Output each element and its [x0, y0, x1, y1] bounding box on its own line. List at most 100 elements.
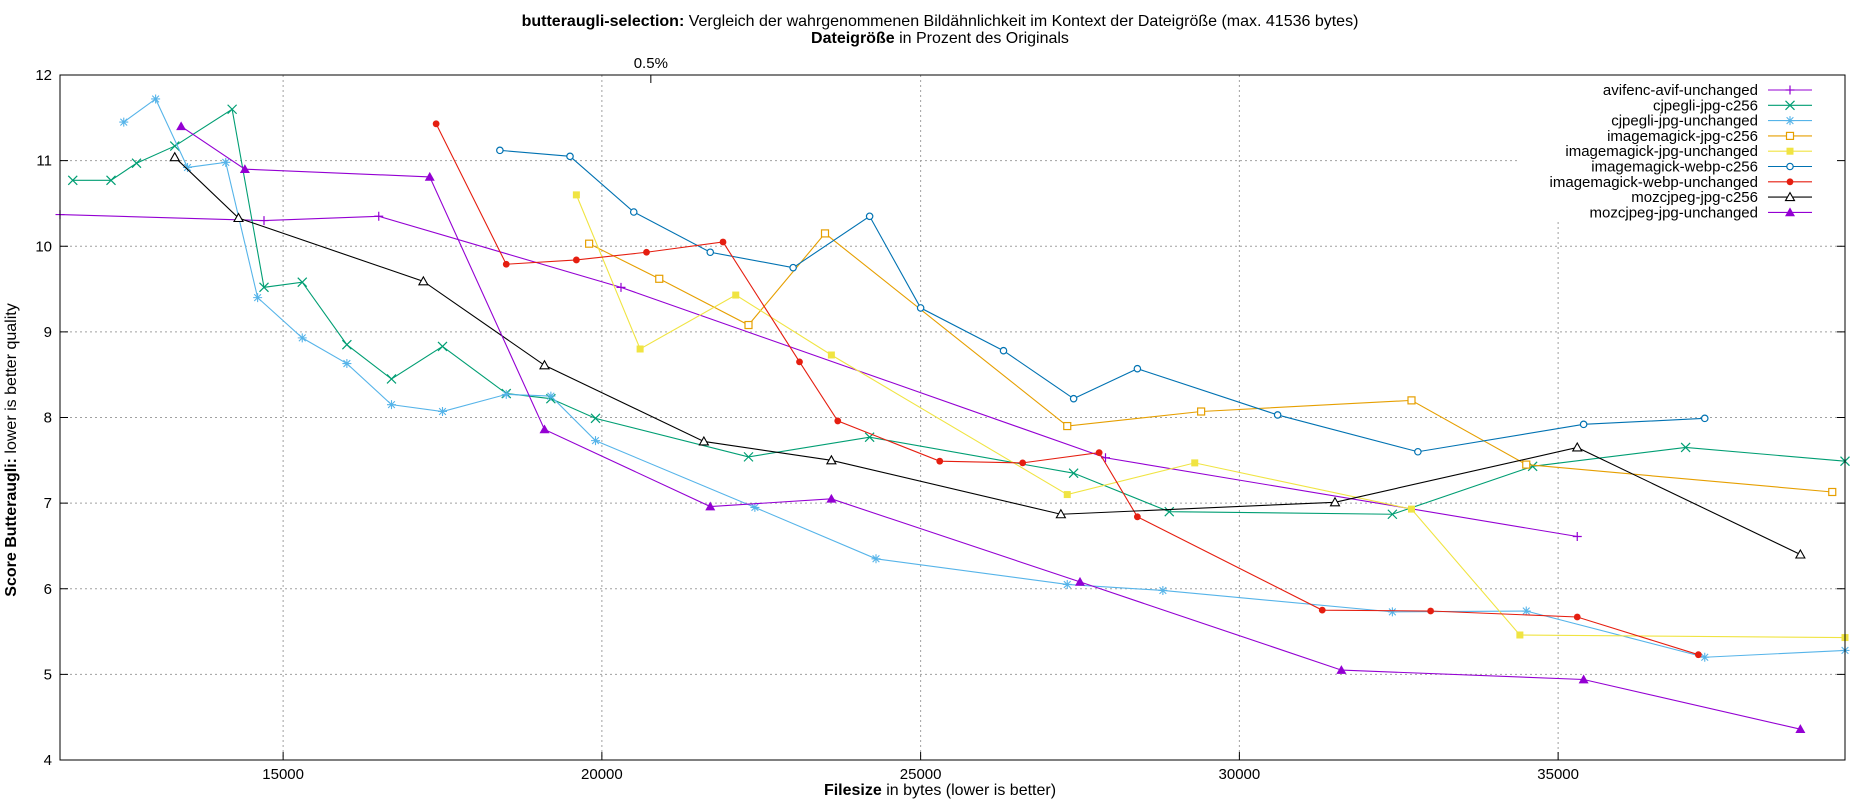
data-point — [1068, 468, 1079, 479]
legend-label: avifenc-avif-unchanged — [1603, 82, 1758, 99]
data-point — [417, 275, 429, 286]
data-point — [655, 274, 664, 283]
data-point — [1786, 162, 1794, 171]
legend-label: cjpegli-jpg-c256 — [1653, 97, 1758, 114]
series-line — [575, 194, 1846, 639]
series-cjpegli-jpg-c256 — [67, 104, 1850, 520]
data-point — [1158, 585, 1168, 595]
legend-label: cjpegli-jpg-unchanged — [1611, 113, 1758, 130]
data-point — [1521, 606, 1531, 616]
data-point — [1069, 394, 1078, 403]
data-point — [572, 191, 580, 199]
data-point — [827, 351, 835, 359]
data-point — [1408, 505, 1415, 513]
data-point — [1700, 414, 1709, 423]
data-point — [169, 151, 181, 162]
data-point — [1794, 548, 1806, 559]
data-point — [705, 501, 716, 511]
data-point — [183, 162, 192, 172]
series-imagemagick-jpg-c256 — [585, 229, 1837, 497]
data-point — [1387, 509, 1398, 520]
data-point — [297, 277, 308, 288]
legend-entry: imagemagick-webp-unchanged — [1550, 174, 1812, 191]
series-mozcjpeg-jpg-c256 — [169, 151, 1806, 559]
data-point — [916, 304, 925, 312]
y-tick-label: 8 — [44, 410, 52, 427]
data-point — [1197, 407, 1206, 416]
data-point — [253, 293, 263, 303]
data-point — [1785, 85, 1795, 95]
data-point — [387, 400, 396, 410]
data-point — [539, 359, 550, 370]
data-point — [1784, 191, 1796, 202]
data-point — [636, 345, 644, 353]
series-line — [174, 156, 1801, 555]
data-point — [342, 359, 352, 369]
legend-entry: cjpegli-jpg-unchanged — [1611, 113, 1812, 130]
x-tick-label: 30000 — [1219, 766, 1261, 783]
data-point — [176, 121, 187, 131]
data-point — [1573, 613, 1581, 621]
data-point — [341, 339, 352, 350]
data-point — [1785, 116, 1795, 126]
y-tick-label: 10 — [35, 238, 52, 255]
data-point — [1133, 513, 1141, 521]
data-point — [585, 239, 594, 248]
data-point — [825, 454, 837, 465]
legend-entry: imagemagick-jpg-unchanged — [1565, 143, 1812, 160]
top-axis-title: Dateigröße in Prozent des Originals — [811, 30, 1069, 47]
data-point — [1572, 532, 1582, 542]
data-point — [131, 158, 142, 169]
data-point — [820, 229, 830, 238]
data-point — [1164, 506, 1175, 517]
y-tick-label: 6 — [44, 581, 52, 598]
data-point — [539, 424, 550, 434]
data-point — [1786, 147, 1794, 155]
data-point — [1273, 411, 1282, 419]
data-point — [1785, 131, 1795, 140]
series-line — [180, 125, 1801, 730]
data-point — [1414, 447, 1422, 456]
x-tick-label: 15000 — [262, 766, 304, 783]
data-point — [590, 413, 601, 424]
legend-entry: imagemagick-jpg-c256 — [1607, 128, 1812, 145]
chart-title: butteraugli-selection: Vergleich der wah… — [522, 13, 1359, 30]
series-imagemagick-webp-unchanged — [432, 120, 1702, 659]
data-point — [1387, 607, 1397, 617]
data-point — [169, 141, 180, 151]
legend-entry: mozcjpeg-jpg-c256 — [1631, 189, 1812, 206]
data-point — [437, 341, 448, 352]
data-point — [796, 358, 803, 366]
data-point — [1795, 724, 1806, 733]
legend-entry: imagemagick-webp-c256 — [1591, 159, 1812, 176]
data-point — [1579, 420, 1588, 429]
series-line — [499, 149, 1705, 453]
data-point — [1407, 396, 1416, 405]
series-imagemagick-webp-c256 — [496, 146, 1709, 456]
x-tick-label: 25000 — [900, 766, 942, 783]
x-tick-label: 20000 — [581, 766, 623, 783]
data-point — [1571, 441, 1583, 452]
y-axis-title: Score Butteraugli: lower is better quali… — [3, 303, 20, 596]
data-point — [743, 451, 754, 462]
y-tick-label: 11 — [36, 153, 52, 170]
legend-entry: cjpegli-jpg-c256 — [1653, 97, 1812, 114]
data-point — [732, 291, 740, 299]
legend-entry: avifenc-avif-unchanged — [1603, 82, 1812, 99]
data-point — [1785, 100, 1795, 111]
data-point — [374, 211, 384, 221]
data-point — [643, 248, 650, 256]
data-point — [438, 407, 447, 417]
data-point — [227, 104, 238, 115]
data-point — [106, 175, 116, 186]
legend-label: mozcjpeg-jpg-c256 — [1631, 189, 1758, 206]
data-point — [119, 117, 129, 127]
data-point — [233, 212, 244, 223]
series-line — [588, 232, 1833, 493]
data-point — [151, 94, 161, 104]
data-point — [1095, 449, 1103, 457]
data-point — [936, 457, 944, 465]
data-point — [744, 320, 753, 330]
data-point — [1133, 364, 1142, 373]
